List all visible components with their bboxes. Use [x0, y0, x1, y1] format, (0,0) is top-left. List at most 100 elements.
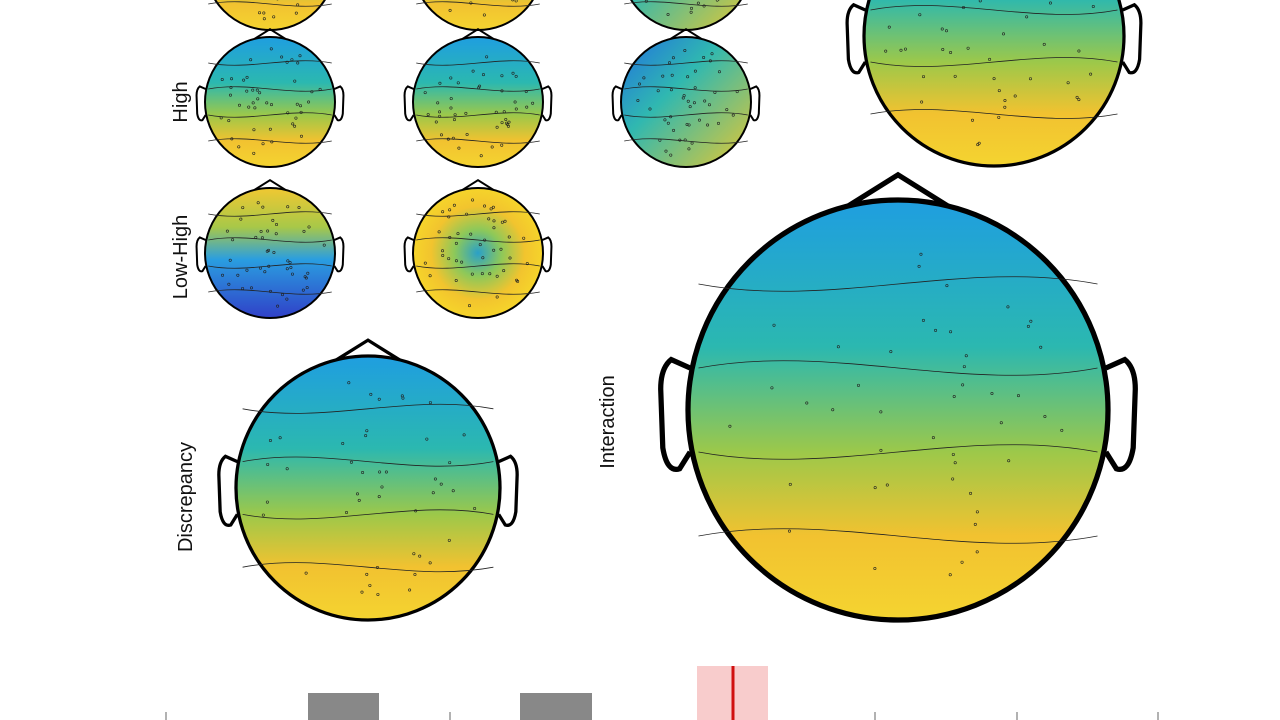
electrode	[1039, 345, 1043, 349]
electrode	[293, 124, 297, 128]
electrode	[482, 13, 486, 17]
electrode	[230, 137, 234, 141]
contour	[416, 237, 540, 243]
electrode	[414, 509, 418, 513]
electrode	[460, 260, 464, 264]
contour	[870, 109, 1118, 119]
electrode	[500, 143, 504, 147]
contour	[208, 211, 332, 217]
electrode	[999, 421, 1003, 425]
electrode	[269, 103, 273, 107]
electrode	[492, 226, 496, 230]
electrode	[433, 477, 437, 481]
electrode	[667, 61, 671, 65]
electrode	[805, 401, 809, 405]
electrode	[669, 153, 673, 157]
electrode	[262, 11, 266, 15]
ear	[541, 236, 553, 273]
electrode	[357, 498, 361, 502]
electrode	[266, 462, 270, 466]
electrode	[345, 511, 349, 515]
electrode	[413, 573, 417, 577]
electrode	[951, 452, 955, 456]
head	[624, 0, 748, 31]
electrode	[495, 125, 499, 129]
electrode	[376, 592, 380, 596]
contour	[624, 86, 748, 92]
electrode	[685, 123, 689, 127]
electrode	[454, 259, 458, 263]
electrode	[970, 118, 974, 122]
ear	[333, 236, 345, 273]
electrode	[227, 119, 231, 123]
electrode	[702, 4, 706, 8]
electrode	[452, 203, 456, 207]
electrode	[689, 10, 693, 14]
electrode	[288, 261, 292, 265]
electrode	[438, 81, 442, 85]
electrode	[290, 58, 294, 62]
electrode	[669, 115, 673, 119]
head	[195, 28, 345, 168]
electrode	[642, 76, 646, 80]
row-label: Low-High	[170, 215, 192, 299]
electrode	[525, 262, 529, 266]
electrode	[293, 79, 297, 83]
electrode	[267, 264, 271, 268]
electrode	[276, 304, 280, 308]
electrode	[666, 12, 670, 16]
electrode	[456, 81, 460, 85]
electrode	[446, 137, 450, 141]
electrode	[522, 236, 526, 240]
electrode	[447, 538, 451, 542]
electrode	[294, 11, 298, 15]
electrode	[717, 70, 721, 74]
electrode	[948, 573, 952, 577]
electrode	[230, 77, 234, 81]
electrode	[495, 295, 499, 299]
electrode	[254, 235, 258, 239]
contour	[416, 60, 540, 66]
electrode	[274, 232, 278, 236]
electrode	[658, 138, 662, 142]
electrode	[716, 121, 720, 125]
electrode	[428, 274, 432, 278]
electrode	[889, 350, 893, 354]
electrode	[462, 433, 466, 437]
contour	[698, 276, 1098, 292]
electrode	[294, 116, 298, 120]
electrode	[873, 567, 877, 571]
electrode	[428, 561, 432, 565]
electrode	[375, 566, 379, 570]
electrode	[511, 71, 515, 75]
electrode	[666, 121, 670, 125]
electrode	[469, 232, 473, 236]
electrode	[266, 229, 270, 233]
head	[403, 179, 553, 319]
electrode	[249, 58, 253, 62]
electrode	[1091, 5, 1095, 9]
electrode	[1002, 32, 1006, 36]
electrode	[856, 383, 860, 387]
electrode	[228, 258, 232, 262]
electrode	[255, 88, 259, 92]
electrode	[1003, 105, 1007, 109]
electrode	[478, 84, 482, 88]
electrode	[307, 100, 311, 104]
nose	[461, 28, 495, 40]
electrode	[280, 55, 284, 59]
electrode	[693, 86, 697, 90]
electrode	[457, 146, 461, 150]
scalp-map	[412, 187, 544, 319]
electrode	[285, 267, 289, 271]
electrode	[467, 304, 471, 308]
electrode	[261, 142, 265, 146]
electrode	[682, 94, 686, 98]
electrode	[426, 113, 430, 117]
electrode	[439, 133, 443, 137]
electrode	[1028, 77, 1032, 81]
electrode	[487, 217, 491, 221]
electrode	[683, 138, 687, 142]
electrode	[318, 87, 322, 91]
electrode	[286, 205, 290, 209]
